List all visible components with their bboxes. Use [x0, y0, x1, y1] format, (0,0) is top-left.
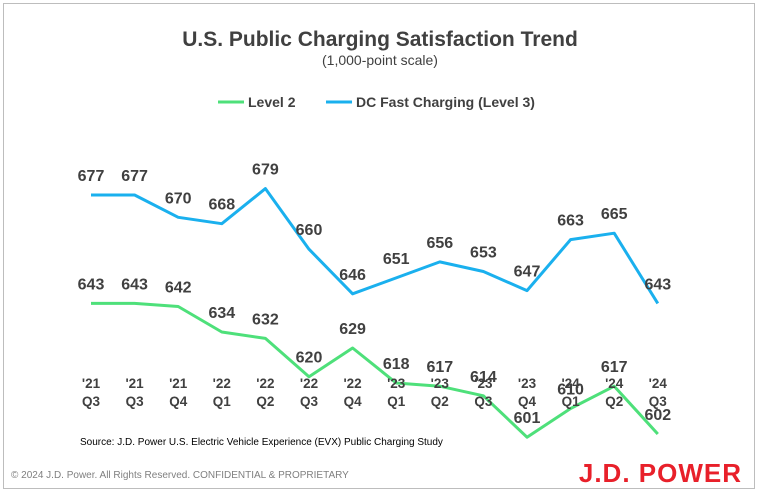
x-tick-year: '24	[605, 376, 624, 391]
x-tick-quarter: Q1	[562, 394, 581, 409]
x-tick-year: '21	[82, 376, 101, 391]
chart-subtitle: (1,000-point scale)	[322, 52, 438, 68]
x-tick-quarter: Q4	[518, 394, 537, 409]
x-tick-quarter: Q4	[344, 394, 363, 409]
data-label-level-2: 643	[78, 276, 105, 293]
x-tick-year: '21	[169, 376, 188, 391]
data-label-dc-fast: 660	[296, 222, 323, 239]
data-label-dc-fast: 665	[601, 206, 628, 223]
data-label-level-2: 617	[601, 359, 628, 376]
data-label-level-2: 602	[644, 407, 671, 424]
data-label-dc-fast: 653	[470, 245, 497, 262]
x-tick-year: '22	[213, 376, 231, 391]
series-line-level-2	[91, 301, 659, 439]
x-tick-year: '23	[518, 376, 537, 391]
data-label-level-2: 618	[383, 356, 410, 373]
data-label-level-2: 629	[339, 321, 366, 338]
x-tick-year: '23	[387, 376, 406, 391]
x-tick-year: '24	[561, 376, 580, 391]
data-label-dc-fast: 646	[339, 267, 366, 284]
copyright-footer: © 2024 J.D. Power. All Rights Reserved. …	[11, 470, 349, 481]
data-label-level-2: 634	[208, 305, 235, 322]
x-tick-quarter: Q3	[126, 394, 145, 409]
data-label-dc-fast: 651	[383, 251, 410, 268]
data-label-level-2: 614	[470, 369, 497, 386]
x-tick-year: '21	[125, 376, 144, 391]
data-label-level-2: 620	[296, 350, 323, 367]
x-tick-year: '22	[343, 376, 361, 391]
chart-marks: 643 643 642 634 632 620 629 618 617 614 601 610 617 6…	[78, 162, 671, 439]
x-tick-quarter: Q2	[431, 394, 449, 409]
x-tick-quarter: Q1	[387, 394, 406, 409]
data-label-dc-fast: 670	[165, 190, 192, 207]
source-note: Source: J.D. Power U.S. Electric Vehicle…	[80, 437, 443, 448]
data-label-dc-fast: 677	[78, 168, 105, 185]
data-label-dc-fast: 656	[426, 235, 453, 252]
data-label-dc-fast: 668	[208, 197, 235, 214]
data-label-level-2: 643	[121, 276, 148, 293]
legend-label-dc-fast: DC Fast Charging (Level 3)	[356, 94, 535, 110]
series-line-dc-fast	[91, 187, 660, 305]
data-label-dc-fast: 679	[252, 162, 279, 179]
data-label-dc-fast: 643	[644, 276, 671, 293]
legend-label-level-2: Level 2	[248, 94, 296, 110]
x-tick-quarter: Q3	[474, 394, 493, 409]
legend: Level 2 DC Fast Charging (Level 3)	[218, 94, 535, 110]
x-tick-year: '23	[474, 376, 493, 391]
chart-title: U.S. Public Charging Satisfaction Trend	[182, 28, 578, 51]
x-tick-quarter: Q3	[300, 394, 319, 409]
x-tick-quarter: Q2	[256, 394, 274, 409]
data-label-level-2: 642	[165, 280, 192, 297]
x-tick-quarter: Q1	[213, 394, 232, 409]
data-label-dc-fast: 677	[121, 168, 148, 185]
x-tick-year: '24	[649, 376, 668, 391]
x-tick-quarter: Q2	[605, 394, 623, 409]
slide-frame	[3, 3, 755, 489]
x-tick-quarter: Q3	[82, 394, 101, 409]
data-label-level-2: 610	[557, 382, 584, 399]
x-tick-year: '23	[431, 376, 450, 391]
x-tick-quarter: Q4	[169, 394, 188, 409]
data-label-dc-fast: 647	[514, 264, 541, 281]
x-tick-year: '22	[300, 376, 318, 391]
jd-power-logo: J.D. POWER	[579, 458, 742, 488]
x-tick-year: '22	[256, 376, 274, 391]
data-label-level-2: 632	[252, 311, 279, 328]
data-label-dc-fast: 663	[557, 213, 584, 230]
data-label-level-2: 601	[514, 410, 541, 427]
x-tick-quarter: Q3	[649, 394, 668, 409]
data-label-level-2: 617	[426, 359, 453, 376]
